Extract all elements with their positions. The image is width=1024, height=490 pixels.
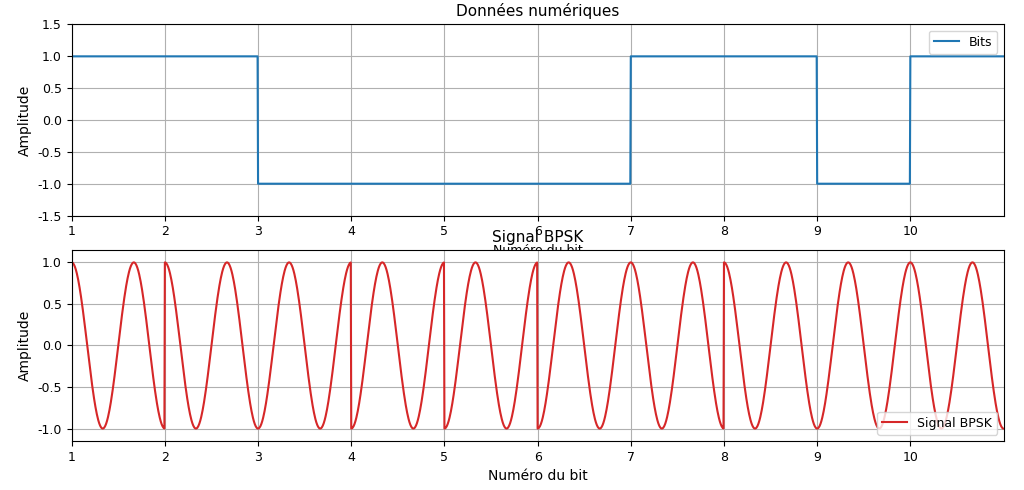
Signal BPSK <box>113 335 125 341</box>
Legend: Bits: Bits <box>929 31 997 54</box>
Signal BPSK <box>997 425 1010 431</box>
Y-axis label: Amplitude: Amplitude <box>17 84 32 156</box>
Signal BPSK <box>66 260 78 266</box>
X-axis label: Numéro du bit: Numéro du bit <box>487 469 588 483</box>
Bits <box>800 53 812 59</box>
Bits <box>252 181 264 187</box>
Y-axis label: Amplitude: Amplitude <box>17 310 32 381</box>
Bits <box>970 53 982 59</box>
Signal BPSK <box>252 426 264 432</box>
Bits <box>971 53 983 59</box>
Bits <box>66 53 78 59</box>
Bits <box>495 181 507 187</box>
Signal BPSK <box>495 410 507 416</box>
Bits <box>997 53 1010 59</box>
Signal BPSK <box>970 265 982 270</box>
Signal BPSK <box>800 374 812 380</box>
X-axis label: Numéro du bit: Numéro du bit <box>493 244 583 257</box>
Bits <box>519 181 531 187</box>
Title: Données numériques: Données numériques <box>456 3 620 19</box>
Line: Signal BPSK: Signal BPSK <box>72 263 1004 429</box>
Bits <box>113 53 125 59</box>
Legend: Signal BPSK: Signal BPSK <box>878 412 997 435</box>
Title: Signal BPSK: Signal BPSK <box>492 230 584 245</box>
Line: Bits: Bits <box>72 56 1004 184</box>
Signal BPSK <box>519 318 531 324</box>
Signal BPSK <box>971 266 983 272</box>
